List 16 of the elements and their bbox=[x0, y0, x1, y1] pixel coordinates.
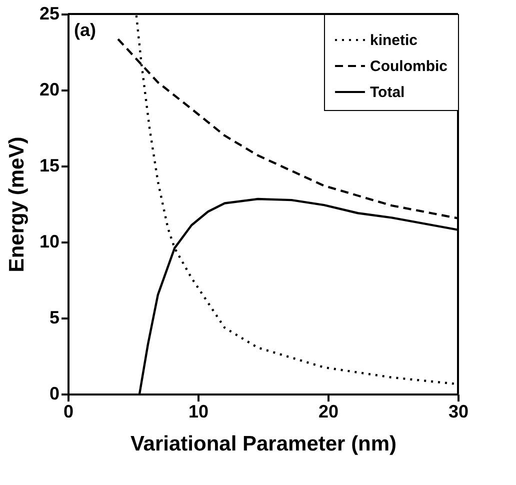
y-tick-label: 5 bbox=[49, 308, 60, 328]
y-tick-label: 25 bbox=[39, 4, 60, 24]
y-tick-label: 15 bbox=[39, 156, 60, 176]
x-tick-label: 10 bbox=[188, 402, 209, 422]
legend-label: kinetic bbox=[370, 32, 418, 49]
y-axis-title: Energy (meV) bbox=[5, 136, 28, 272]
x-tick-label: 0 bbox=[63, 402, 74, 422]
x-axis-title: Variational Parameter (nm) bbox=[130, 432, 397, 456]
y-tick-label: 10 bbox=[39, 232, 60, 252]
legend-label: Total bbox=[370, 84, 405, 101]
y-tick-label: 20 bbox=[39, 80, 60, 100]
annotation: (a) bbox=[74, 20, 96, 40]
legend-label: Coulombic bbox=[370, 58, 448, 75]
x-tick-label: 30 bbox=[448, 402, 469, 422]
x-tick-label: 20 bbox=[318, 402, 339, 422]
y-tick-label: 0 bbox=[49, 384, 60, 404]
